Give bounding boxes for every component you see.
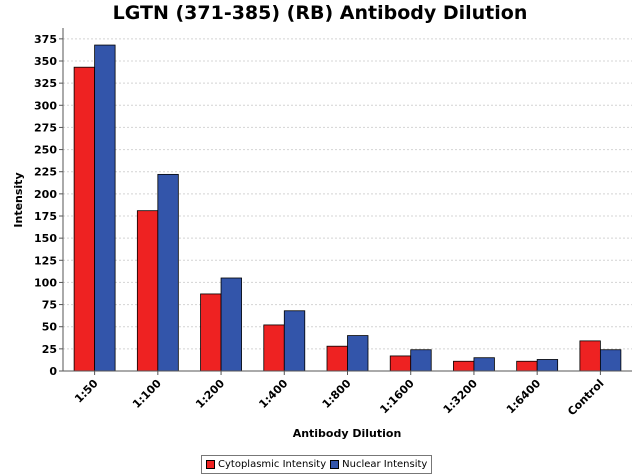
bar-cytoplasmic: [389, 355, 412, 372]
legend-label-nuclear: Nuclear Intensity: [342, 459, 428, 470]
y-tick-label: 75: [42, 299, 57, 312]
legend-item-nuclear: Nuclear Intensity: [330, 459, 427, 470]
y-tick-label: 0: [49, 365, 57, 378]
x-tick-label: 1:100: [130, 377, 164, 411]
gridlines: [63, 38, 632, 350]
y-tick-label: 300: [34, 99, 57, 112]
x-tick-label: 1:800: [320, 377, 354, 411]
legend-item-cytoplasmic: Cytoplasmic Intensity: [206, 459, 326, 470]
bar-nuclear: [347, 335, 369, 372]
x-axis-label: Antibody Dilution: [293, 427, 402, 440]
x-tick-label: 1:400: [256, 377, 290, 411]
bar-chart: 0 25 50 75 100 125 150 175 200 225 250 275 300 325 350…: [12, 28, 632, 440]
bar-nuclear: [536, 359, 559, 372]
axes: [59, 28, 632, 375]
bar-cytoplasmic: [73, 66, 96, 372]
bar-nuclear: [283, 310, 306, 372]
y-tick-label: 150: [34, 232, 57, 245]
y-tick-label: 125: [34, 254, 57, 267]
y-tick-label: 25: [42, 343, 57, 356]
y-tick-label: 200: [34, 188, 57, 201]
bar-cytoplasmic: [200, 293, 222, 372]
legend-label-cytoplasmic: Cytoplasmic Intensity: [218, 459, 327, 470]
legend: Cytoplasmic Intensity Nuclear Intensity: [201, 455, 433, 474]
x-tick-label: 1:200: [193, 377, 227, 411]
bar-nuclear: [473, 357, 495, 372]
chart-title: LGTN (371-385) (RB) Antibody Dilution: [112, 2, 528, 24]
x-tick-label: Control: [565, 377, 606, 418]
bar-nuclear: [220, 277, 242, 372]
bar-nuclear: [157, 173, 179, 372]
y-tick-label: 275: [34, 121, 57, 134]
bar-cytoplasmic: [326, 345, 348, 372]
legend-swatch-cytoplasmic: [206, 460, 215, 469]
bar-cytoplasmic: [136, 210, 159, 372]
x-tick-labels: 1:50 1:100 1:200 1:400 1:800 1:1600 1:3200 1:64…: [72, 377, 606, 419]
bar-cytoplasmic: [453, 360, 475, 372]
bar-cytoplasmic: [516, 360, 538, 372]
y-tick-label: 325: [34, 77, 57, 90]
y-axis-label: Intensity: [12, 172, 25, 227]
bar-nuclear: [410, 349, 432, 372]
bar-cytoplasmic: [579, 340, 601, 372]
y-tick-label: 50: [42, 321, 58, 334]
y-tick-labels: 0 25 50 75 100 125 150 175 200 225 250 275 300 325 350…: [34, 33, 57, 378]
y-tick-label: 350: [34, 55, 57, 68]
y-tick-label: 250: [34, 144, 57, 157]
bar-cytoplasmic: [263, 324, 285, 372]
bars: [73, 44, 622, 372]
bar-nuclear: [94, 44, 116, 372]
y-tick-label: 225: [34, 166, 57, 179]
legend-swatch-nuclear: [330, 460, 340, 469]
y-tick-label: 175: [34, 210, 57, 223]
y-tick-label: 375: [34, 33, 57, 46]
y-tick-label: 100: [34, 276, 57, 289]
x-tick-label: 1:6400: [504, 377, 544, 417]
x-tick-label: 1:50: [72, 377, 101, 406]
bar-nuclear: [599, 349, 622, 372]
x-tick-label: 1:3200: [441, 377, 481, 417]
x-tick-label: 1:1600: [377, 377, 417, 417]
